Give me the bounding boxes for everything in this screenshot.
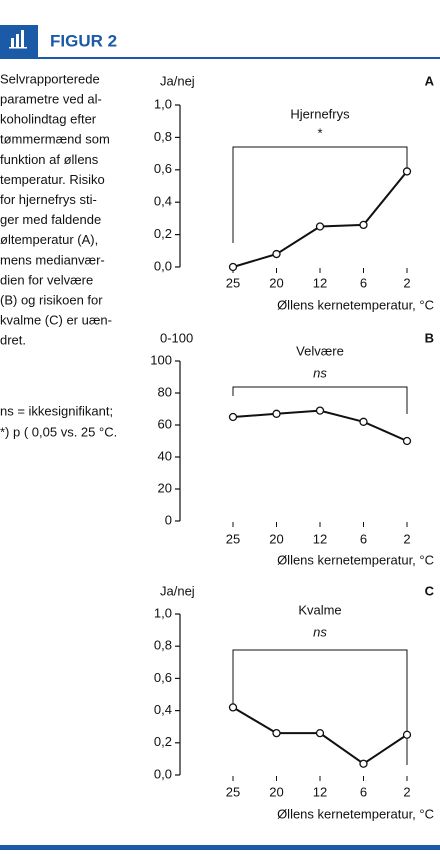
data-point <box>359 417 368 426</box>
x-tick-label: 2 <box>403 531 410 546</box>
data-point <box>359 759 368 768</box>
x-tick-label: 25 <box>226 531 240 546</box>
y-axis-label: 0-100 <box>160 330 193 345</box>
annotation: ns <box>313 624 327 639</box>
x-tick-label: 12 <box>313 784 327 799</box>
note-line: ns = ikkesignifikant; <box>0 403 113 418</box>
x-axis-label: Øllens kernetemperatur, °C <box>277 552 434 567</box>
y-axis-label: Ja/nej <box>160 583 195 598</box>
caption-line: øltemperatur (A), <box>0 232 98 247</box>
bracket <box>232 649 408 765</box>
y-tick-label: 0,0 <box>154 766 172 781</box>
y-tick-label: 40 <box>158 448 172 463</box>
y-tick-label: 0,4 <box>154 194 172 209</box>
data-point <box>315 406 325 415</box>
y-tick-label: 0 <box>165 512 172 527</box>
x-tick-label: 2 <box>403 784 410 799</box>
data-point <box>402 436 412 446</box>
panel-label: A <box>425 73 435 88</box>
data-point <box>402 167 412 176</box>
y-tick-label: 1,0 <box>154 605 172 620</box>
caption-line: (B) og risikoen for <box>0 293 103 308</box>
caption-line: ger med faldende <box>0 212 101 227</box>
x-tick-label: 25 <box>226 784 240 799</box>
series-line <box>232 170 408 268</box>
y-tick-label: 0,0 <box>154 258 172 273</box>
y-tick-label: 100 <box>150 352 172 367</box>
y-tick-label: 0,8 <box>154 638 172 653</box>
data-point <box>315 222 325 231</box>
y-tick-label: 1,0 <box>154 96 172 111</box>
y-tick-label: 60 <box>158 416 172 431</box>
caption-line: parametre ved al- <box>0 92 102 107</box>
data-point <box>272 728 281 738</box>
bracket <box>232 146 408 243</box>
bracket <box>232 386 408 414</box>
x-tick-label: 20 <box>269 275 283 290</box>
caption-line: dret. <box>0 333 26 348</box>
data-point <box>272 249 281 259</box>
caption-line: Selvrapporterede <box>0 71 100 86</box>
data-point <box>359 220 368 230</box>
y-axis-label: Ja/nej <box>160 73 195 88</box>
annotation: ns <box>313 365 327 380</box>
y-tick-label: 0,6 <box>154 670 172 685</box>
x-axis-label: Øllens kernetemperatur, °C <box>277 297 434 312</box>
chart-title: Hjernefrys <box>290 106 350 121</box>
x-tick-label: 20 <box>269 531 283 546</box>
series-line <box>232 409 408 442</box>
x-tick-label: 12 <box>313 531 327 546</box>
x-tick-label: 6 <box>360 531 367 546</box>
y-tick-label: 20 <box>158 480 172 495</box>
chart-title: Kvalme <box>298 602 341 617</box>
annotation: * <box>317 125 322 140</box>
y-tick-label: 80 <box>158 384 172 399</box>
x-tick-label: 25 <box>226 275 240 290</box>
panel-label: C <box>425 583 435 598</box>
x-tick-label: 2 <box>403 275 410 290</box>
data-point <box>228 703 238 712</box>
panel-label: B <box>425 330 434 345</box>
caption-line: kvalme (C) er uæn- <box>0 313 112 328</box>
data-point <box>402 730 412 739</box>
caption-line: temperatur. Risiko <box>0 172 105 187</box>
x-tick-label: 12 <box>313 275 327 290</box>
data-point <box>228 262 238 272</box>
data-point <box>272 409 281 418</box>
caption-line: funktion af øllens <box>0 152 99 167</box>
chart-icon <box>9 30 27 49</box>
caption-line: dien for velvære <box>0 272 93 287</box>
y-tick-label: 0,2 <box>154 734 172 749</box>
x-tick-label: 20 <box>269 784 283 799</box>
caption-line: mens medianvær- <box>0 252 105 267</box>
note-line: *) p ( 0,05 vs. 25 °C. <box>0 424 117 439</box>
x-tick-label: 6 <box>360 275 367 290</box>
caption-line: koholindtag efter <box>0 112 97 127</box>
data-point <box>315 728 325 738</box>
y-tick-label: 0,6 <box>154 161 172 176</box>
y-tick-label: 0,4 <box>154 702 172 717</box>
x-tick-label: 6 <box>360 784 367 799</box>
chart-title: Velvære <box>296 343 344 358</box>
caption-line: tømmermænd som <box>0 132 110 147</box>
caption-line: for hjernefrys sti- <box>0 192 97 207</box>
data-point <box>228 412 238 422</box>
y-tick-label: 0,8 <box>154 129 172 144</box>
figure-label: FIGUR 2 <box>50 31 117 50</box>
footer-rule <box>0 845 440 850</box>
y-tick-label: 0,2 <box>154 226 172 241</box>
x-axis-label: Øllens kernetemperatur, °C <box>277 806 434 821</box>
